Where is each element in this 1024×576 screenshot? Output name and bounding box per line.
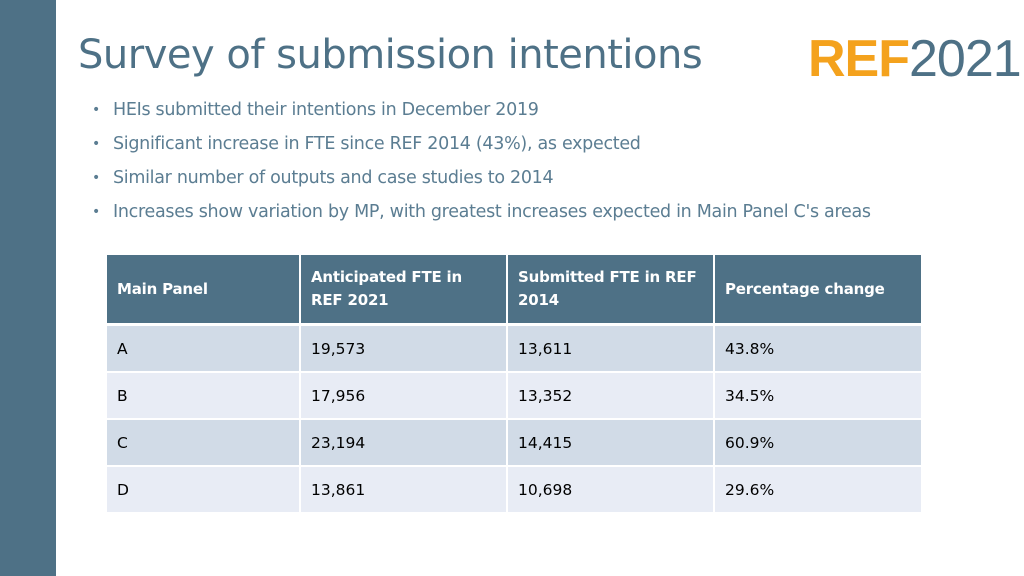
bullet-text: Increases show variation by MP, with gre… (113, 202, 871, 222)
logo-ref-text: REF (808, 30, 910, 88)
bullet-text: Similar number of outputs and case studi… (113, 168, 554, 188)
slide-title: Survey of submission intentions (78, 32, 703, 78)
header-main-panel: Main Panel (107, 255, 301, 326)
cell-percentage-change: 60.9% (714, 419, 921, 467)
cell-anticipated-fte: 23,194 (300, 419, 508, 467)
logo-year-text: 2021 (909, 30, 1022, 88)
cell-submitted-fte: 14,415 (507, 419, 715, 467)
table-header-row: Main Panel Anticipated FTE in REF 2021 S… (107, 255, 921, 326)
header-submitted-fte: Submitted FTE in REF 2014 (507, 255, 715, 326)
cell-anticipated-fte: 17,956 (300, 372, 508, 420)
side-accent-bar (0, 0, 56, 576)
bullet-item: • Increases show variation by MP, with g… (92, 198, 871, 232)
table-row: A 19,573 13,611 43.8% (107, 324, 921, 373)
cell-submitted-fte: 10,698 (507, 466, 715, 514)
ref2021-logo: REF2021 (808, 30, 1022, 88)
bullet-item: • Similar number of outputs and case stu… (92, 164, 871, 198)
cell-percentage-change: 29.6% (714, 466, 921, 514)
bullet-text: Significant increase in FTE since REF 20… (113, 134, 641, 154)
cell-main-panel: C (107, 419, 301, 467)
bullet-dot-icon: • (92, 102, 100, 118)
cell-percentage-change: 43.8% (714, 324, 921, 373)
fte-comparison-table: Main Panel Anticipated FTE in REF 2021 S… (107, 255, 921, 514)
bullet-item: • Significant increase in FTE since REF … (92, 130, 871, 164)
cell-anticipated-fte: 13,861 (300, 466, 508, 514)
bullet-text: HEIs submitted their intentions in Decem… (113, 100, 539, 120)
bullet-item: • HEIs submitted their intentions in Dec… (92, 96, 871, 130)
table-row: B 17,956 13,352 34.5% (107, 372, 921, 420)
header-percentage-change: Percentage change (714, 255, 921, 326)
bullet-dot-icon: • (92, 204, 100, 220)
cell-main-panel: D (107, 466, 301, 514)
cell-anticipated-fte: 19,573 (300, 324, 508, 373)
table-row: D 13,861 10,698 29.6% (107, 466, 921, 514)
bullet-dot-icon: • (92, 170, 100, 186)
cell-main-panel: B (107, 372, 301, 420)
bullet-dot-icon: • (92, 136, 100, 152)
cell-main-panel: A (107, 324, 301, 373)
cell-submitted-fte: 13,611 (507, 324, 715, 373)
table-row: C 23,194 14,415 60.9% (107, 419, 921, 467)
bullet-list: • HEIs submitted their intentions in Dec… (92, 96, 871, 232)
cell-submitted-fte: 13,352 (507, 372, 715, 420)
header-anticipated-fte: Anticipated FTE in REF 2021 (300, 255, 508, 326)
cell-percentage-change: 34.5% (714, 372, 921, 420)
